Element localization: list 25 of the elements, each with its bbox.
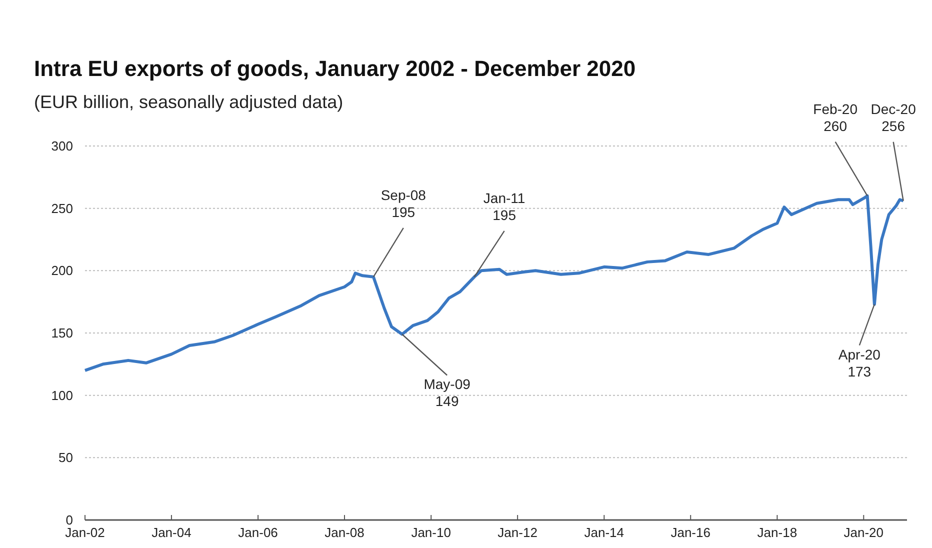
annotation: Dec-20 256 [870,100,916,134]
annotation: Apr-20 173 [838,346,881,380]
chart-title: Intra EU exports of goods, January 2002 - December 2020 [34,56,636,81]
x-tick-label: Jan-06 [238,525,278,540]
y-tick-label: 50 [58,450,73,466]
annotation: Feb-20 260 [813,100,858,134]
annotation: May-09 149 [424,376,471,410]
x-tick-label: Jan-08 [324,525,364,540]
x-tick-label: Jan-10 [411,525,451,540]
y-tick-label: 200 [51,263,73,278]
y-tick-label: 150 [51,326,73,341]
x-tick-label: Jan-20 [844,525,884,540]
x-tick-label: Jan-18 [757,525,798,540]
x-tick-label: Jan-12 [498,525,538,540]
y-tick-label: 300 [51,138,73,154]
annotation: Jan-11 195 [483,190,526,223]
x-tick-label: Jan-16 [670,525,710,540]
x-tick-label: Jan-14 [584,525,624,540]
y-tick-label: 0 [66,512,73,528]
y-tick-label: 250 [51,200,73,216]
x-tick-label: Jan-02 [65,525,105,540]
x-tick-label: Jan-04 [152,525,192,540]
chart-subtitle: (EUR billion, seasonally adjusted data) [34,92,344,112]
y-tick-label: 100 [51,388,73,403]
annotation: Sep-08 195 [380,186,426,220]
